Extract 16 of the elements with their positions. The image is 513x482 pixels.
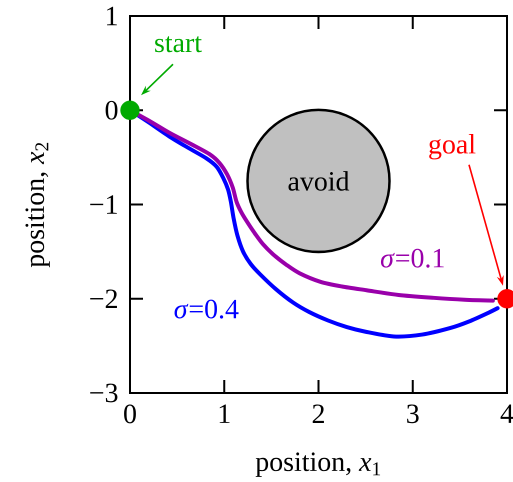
annotation: start <box>155 36 202 52</box>
y-axis-title: position, x$_{2}$ <box>25 142 50 268</box>
y-tick-label: 0 <box>106 100 118 120</box>
x-tick-label: 2 <box>312 404 324 423</box>
annotation: goal <box>429 134 476 160</box>
x-tick-label: 0 <box>124 404 136 424</box>
x-tick-label: 3 <box>407 404 419 424</box>
y-tick-label: −1 <box>90 195 117 214</box>
x-axis-title: position, x$_{1}$ <box>256 452 380 477</box>
y-tick-label: −2 <box>90 290 117 308</box>
series-label: σ=0.4 <box>174 300 239 319</box>
x-tick-label: 1 <box>220 404 230 423</box>
y-tick-label: 1 <box>107 6 117 26</box>
series-label: σ=0.1 <box>380 248 444 268</box>
legend-label: avoid <box>288 171 350 191</box>
y-tick-label: −3 <box>90 384 118 402</box>
